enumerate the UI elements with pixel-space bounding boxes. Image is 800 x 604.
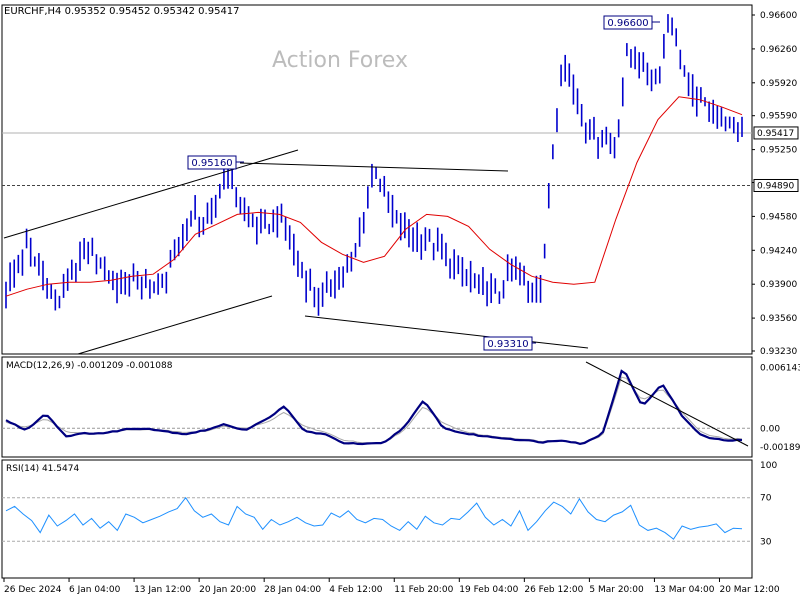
x-tick-label: 26 Dec 2024 [4, 585, 62, 595]
price-tick-label: 0.95920 [760, 79, 797, 89]
rsi-tick-label: 100 [760, 461, 777, 471]
x-tick-label: 13 Jan 12:00 [134, 585, 191, 595]
price-tick-label: 0.93230 [760, 347, 797, 357]
macd-tick-label: 0.00 [760, 424, 780, 434]
channel-lower-line [77, 295, 273, 355]
x-tick-label: 11 Feb 20:00 [394, 585, 453, 595]
rsi-title: RSI(14) 41.5474 [6, 464, 79, 474]
macd-tick-label: -0.001896 [760, 443, 800, 453]
rsi-line [5, 496, 743, 540]
macd-panel-frame [1, 356, 753, 458]
triangle-upper-line [239, 162, 509, 172]
price-tick-label: 0.93560 [760, 314, 797, 324]
x-tick-label: 5 Mar 20:00 [589, 585, 644, 595]
level-price-box [753, 178, 799, 192]
rsi-tick-label: 30 [760, 537, 772, 547]
rsi-panel-frame [1, 459, 753, 579]
x-tick-label: 20 Jan 20:00 [199, 585, 256, 595]
x-tick-label: 6 Jan 04:00 [69, 585, 121, 595]
rsi-tick-label: 70 [760, 494, 772, 504]
x-tick-label: 13 Mar 04:00 [654, 585, 714, 595]
macd-trendline [585, 361, 749, 447]
x-tick-label: 28 Jan 04:00 [264, 585, 321, 595]
price-tick-label: 0.93900 [760, 280, 797, 290]
annotation-label: 0.96600 [607, 18, 648, 29]
price-tick-label: 0.95590 [760, 112, 797, 122]
x-tick-label: 20 Mar 12:00 [719, 585, 779, 595]
channel-upper-line [3, 149, 299, 239]
price-tick-label: 0.94240 [760, 246, 797, 256]
macd-line [5, 369, 743, 446]
price-header: EURCHF,H4 0.95352 0.95452 0.95342 0.9541… [4, 6, 240, 17]
x-tick-label: 26 Feb 12:00 [524, 585, 583, 595]
macd-tick-label: 0.006143 [760, 364, 800, 374]
price-tick-label: 0.94580 [760, 212, 797, 222]
level-price-label: 0.94890 [757, 181, 794, 191]
price-tick-label: 0.96260 [760, 45, 797, 55]
x-tick-label: 4 Feb 12:00 [329, 585, 383, 595]
last-price-label: 0.95417 [757, 129, 794, 139]
watermark-text: Action Forex [272, 48, 408, 73]
macd-title: MACD(12,26,9) -0.001209 -0.001088 [6, 361, 173, 371]
price-tick-label: 0.96600 [760, 11, 797, 21]
moving-average-line [5, 96, 743, 297]
last-price-box [753, 126, 799, 140]
x-tick-label: 19 Feb 04:00 [459, 585, 518, 595]
price-panel-frame [1, 4, 753, 355]
annotation-label: 0.93310 [487, 339, 528, 350]
annotation-label: 0.95160 [191, 158, 232, 169]
triangle-lower-line [304, 315, 589, 349]
price-tick-label: 0.95250 [760, 146, 797, 156]
